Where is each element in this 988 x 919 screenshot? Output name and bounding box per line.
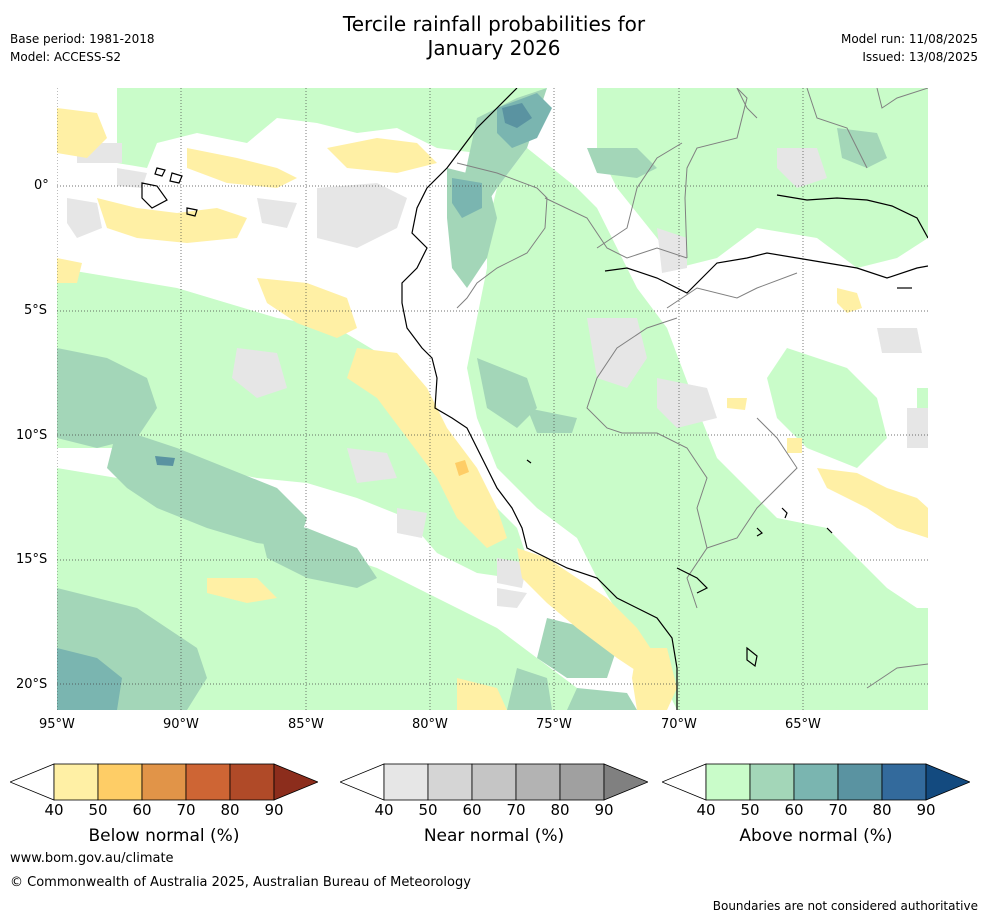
- lon-label-80w: 80°W: [412, 717, 448, 732]
- colorbar-tick-label: 70: [506, 801, 526, 819]
- colorbar-segment: [881, 763, 927, 801]
- footer-note: Boundaries are not considered authoritat…: [712, 899, 978, 913]
- model-text: Model: ACCESS-S2: [10, 50, 122, 64]
- colorbar-segment: [662, 763, 707, 801]
- near-normal-colorbar: [340, 763, 648, 801]
- below-normal-colorbar: [10, 763, 318, 801]
- colorbar-segment: [141, 763, 187, 801]
- issued-text: Issued: 13/08/2025: [862, 50, 978, 64]
- colorbar-segment: [925, 763, 970, 801]
- colorbar-segment: [10, 763, 55, 801]
- meta-right: Model run: 11/08/2025 Issued: 13/08/2025: [841, 30, 978, 66]
- model-run-text: Model run: 11/08/2025: [840, 32, 978, 46]
- coastlines: [141, 88, 928, 710]
- lon-label-75w: 75°W: [536, 717, 572, 732]
- map-title: Tercile rainfall probabilities for Janua…: [0, 12, 988, 60]
- base-period-text: Base period: 1981-2018: [10, 32, 155, 46]
- forecast-map: [57, 88, 928, 710]
- colorbar-tick-label: 60: [132, 801, 152, 819]
- footer-copyright: © Commonwealth of Australia 2025, Austra…: [10, 875, 471, 890]
- colorbar-tick-label: 80: [220, 801, 240, 819]
- colorbar-segment: [471, 763, 517, 801]
- colorbar-tick-label: 90: [594, 801, 614, 819]
- above-normal-colorbar: [662, 763, 970, 801]
- above-normal-label: Above normal (%): [739, 826, 893, 846]
- colorbar-tick-label: 40: [44, 801, 64, 819]
- colorbar-segment: [427, 763, 473, 801]
- lat-label-20s: 20°S: [16, 677, 48, 692]
- colorbar-segment: [603, 763, 648, 801]
- map-title-line2: January 2026: [427, 36, 561, 60]
- colorbar-tick-label: 50: [88, 801, 108, 819]
- colorbar-tick-label: 60: [462, 801, 482, 819]
- colorbar-tick-label: 40: [374, 801, 394, 819]
- colorbar-segment: [185, 763, 231, 801]
- colorbar-tick-label: 50: [418, 801, 438, 819]
- lat-label-15s: 15°S: [16, 552, 48, 567]
- lon-label-95w: 95°W: [39, 717, 75, 732]
- country-borders: [456, 88, 928, 689]
- lat-label-5s: 5°S: [24, 303, 48, 318]
- colorbar-segment: [515, 763, 561, 801]
- colorbar-tick-label: 80: [550, 801, 570, 819]
- above-normal-70-80-areas: [155, 103, 532, 466]
- colorbar-segment: [559, 763, 605, 801]
- colorbar-segment: [705, 763, 751, 801]
- colorbar-segment: [749, 763, 795, 801]
- lon-label-85w: 85°W: [288, 717, 324, 732]
- colorbar-segment: [229, 763, 275, 801]
- lat-label-10s: 10°S: [16, 428, 48, 443]
- colorbar-tick-label: 60: [784, 801, 804, 819]
- below-normal-40-50-areas: [57, 108, 928, 710]
- colorbar-segment: [837, 763, 883, 801]
- colorbar-tick-label: 40: [696, 801, 716, 819]
- map-title-line1: Tercile rainfall probabilities for: [342, 12, 646, 36]
- footer-url: www.bom.gov.au/climate: [10, 851, 174, 866]
- colorbar-tick-label: 70: [828, 801, 848, 819]
- lon-label-65w: 65°W: [785, 717, 821, 732]
- colorbar-segment: [340, 763, 385, 801]
- colorbar-segment: [383, 763, 429, 801]
- lon-label-70w: 70°W: [661, 717, 697, 732]
- colorbar-segment: [53, 763, 99, 801]
- colorbar-segment: [793, 763, 839, 801]
- lon-label-90w: 90°W: [163, 717, 199, 732]
- colorbar-segment: [273, 763, 318, 801]
- colorbar-tick-label: 90: [264, 801, 284, 819]
- meta-left: Base period: 1981-2018 Model: ACCESS-S2: [10, 30, 155, 66]
- colorbar-segment: [97, 763, 143, 801]
- map-gridlines: [57, 88, 928, 710]
- colorbar-tick-label: 90: [916, 801, 936, 819]
- below-normal-50-60-areas: [455, 460, 469, 476]
- near-normal-label: Near normal (%): [423, 826, 565, 846]
- colorbar-tick-label: 80: [872, 801, 892, 819]
- colorbar-tick-label: 50: [740, 801, 760, 819]
- colorbar-tick-label: 70: [176, 801, 196, 819]
- lat-label-0: 0°: [34, 178, 49, 193]
- below-normal-label: Below normal (%): [88, 826, 240, 846]
